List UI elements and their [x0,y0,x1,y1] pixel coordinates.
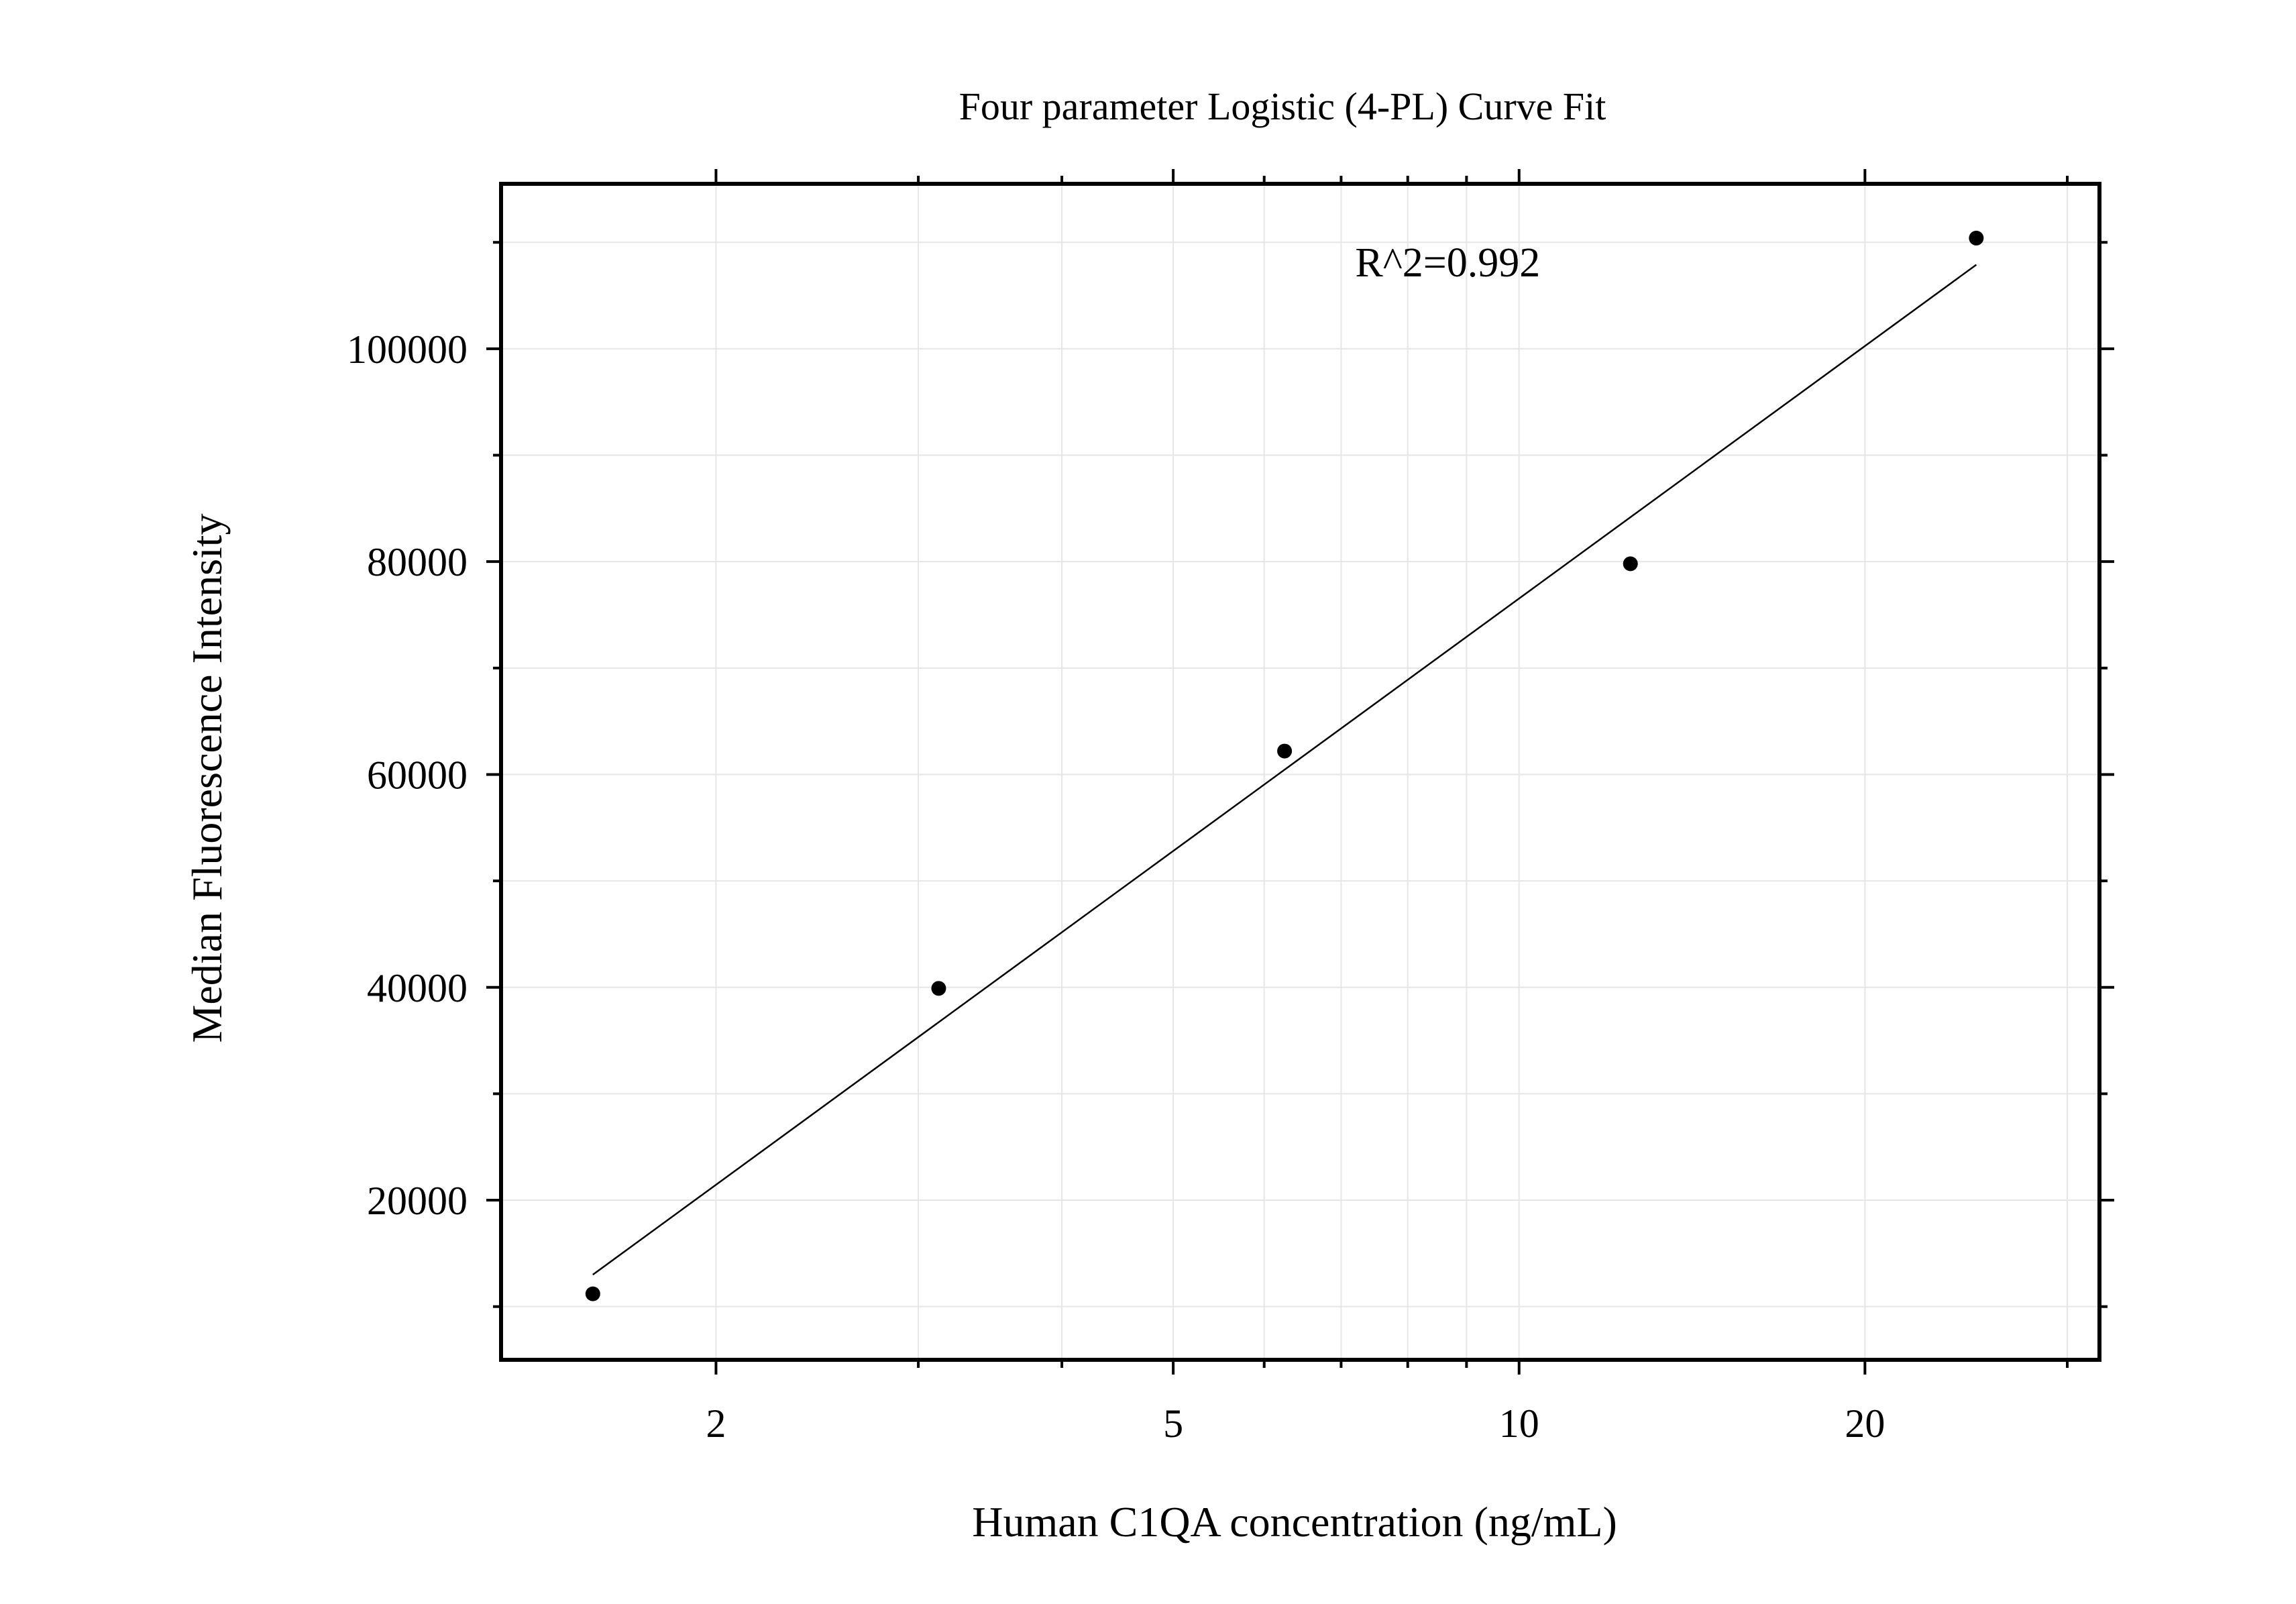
data-point [585,1286,600,1301]
plot-frame [499,182,2101,1362]
x-tick-label: 20 [1845,1401,1885,1446]
x-axis-label: Human C1QA concentration (ng/mL) [972,1498,1617,1546]
y-tick-label: 60000 [367,753,468,797]
y-tick-label: 20000 [367,1179,468,1223]
y-axis-label: Median Fluorescence Intensity [183,513,231,1042]
data-point [1623,556,1638,572]
data-points-layer [585,230,1984,1301]
r-squared-annotation: R^2=0.992 [1355,240,1540,286]
x-tick-label: 10 [1499,1401,1539,1446]
chart-title: Four parameter Logistic (4-PL) Curve Fit [959,85,1606,128]
axis-ticks [486,169,2114,1375]
x-tick-label: 5 [1163,1401,1183,1446]
data-point [931,981,946,996]
y-tick-label: 100000 [347,327,468,372]
x-tick-label: 2 [706,1401,726,1446]
grid [501,184,2099,1360]
data-point [1277,743,1293,759]
fit-curve-layer [592,264,1977,1276]
tick-labels: 2 5 10 20 20000 40000 60000 80000 100000 [347,327,1885,1446]
y-tick-label: 80000 [367,540,468,584]
data-point [1969,230,1984,246]
fit-curve [592,264,1977,1276]
y-tick-label: 40000 [367,966,468,1010]
